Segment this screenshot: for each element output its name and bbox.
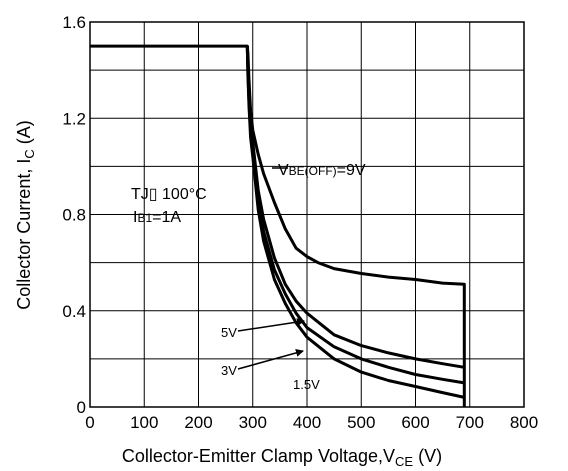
series-label-9v: VBE(OFF)=9V [278, 162, 366, 179]
x-tick-label: 500 [347, 413, 375, 432]
x-axis-title: Collector-Emitter Clamp Voltage,VCE (V) [122, 446, 442, 469]
x-tick-label: 600 [401, 413, 429, 432]
arrow-3v [237, 349, 304, 370]
x-tick-label: 100 [130, 413, 158, 432]
grid-layer [90, 22, 524, 407]
y-tick-label: 0.4 [62, 302, 86, 321]
arrow-5v [237, 318, 305, 332]
condition-ib: IB1=1A [133, 209, 181, 226]
y-tick-label: 0.8 [62, 206, 86, 225]
annotation-layer [237, 167, 305, 370]
series-label-3v: 3V [221, 363, 237, 378]
plot-frame [89, 21, 525, 408]
y-tick-label: 1.2 [62, 109, 86, 128]
x-tick-label: 200 [184, 413, 212, 432]
x-tick-label: 800 [510, 413, 538, 432]
condition-tj: TJ▯ 100°C [131, 186, 207, 203]
series-label-5v: 5V [221, 325, 237, 340]
series-line-5v [245, 46, 465, 369]
y-tick-label: 1.6 [62, 13, 86, 32]
series-line-vbe-off-9v [90, 44, 466, 407]
tick-layer: 0 100 200 300 400 500 600 700 800 0 0.4 0.8 1.2 1.6 [62, 13, 538, 432]
series-line-1-5v [245, 46, 465, 399]
y-axis-title: Collector Current, IC (A) [14, 120, 37, 309]
x-tick-label: 300 [239, 413, 267, 432]
series-layer [90, 44, 466, 407]
series-label-1-5v: 1.5V [293, 377, 320, 392]
x-tick-label: 400 [293, 413, 321, 432]
x-tick-label: 700 [456, 413, 484, 432]
y-tick-label: 0 [77, 398, 86, 417]
x-tick-label: 0 [85, 413, 94, 432]
